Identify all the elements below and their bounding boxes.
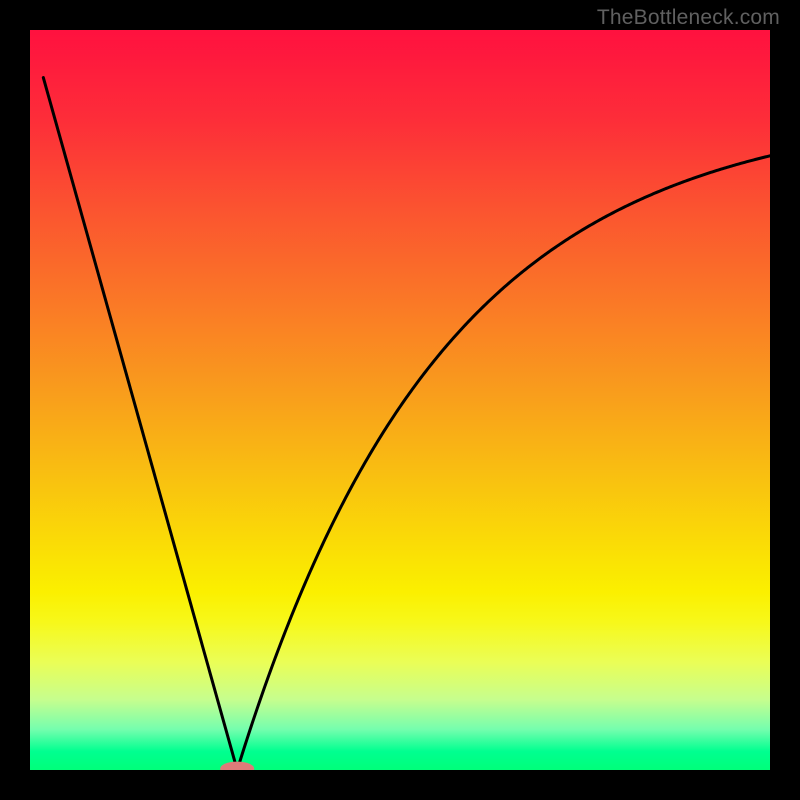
- chart-background: [30, 30, 770, 770]
- bottleneck-chart: [30, 30, 770, 770]
- watermark-label: TheBottleneck.com: [597, 6, 780, 30]
